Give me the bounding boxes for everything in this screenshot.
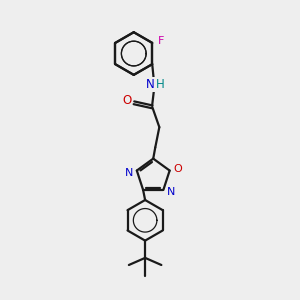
- Text: F: F: [158, 36, 164, 46]
- Text: O: O: [173, 164, 182, 173]
- Text: N: N: [125, 168, 133, 178]
- Text: N: N: [146, 78, 155, 91]
- Text: O: O: [122, 94, 131, 107]
- Text: N: N: [167, 187, 175, 197]
- Text: H: H: [156, 78, 165, 91]
